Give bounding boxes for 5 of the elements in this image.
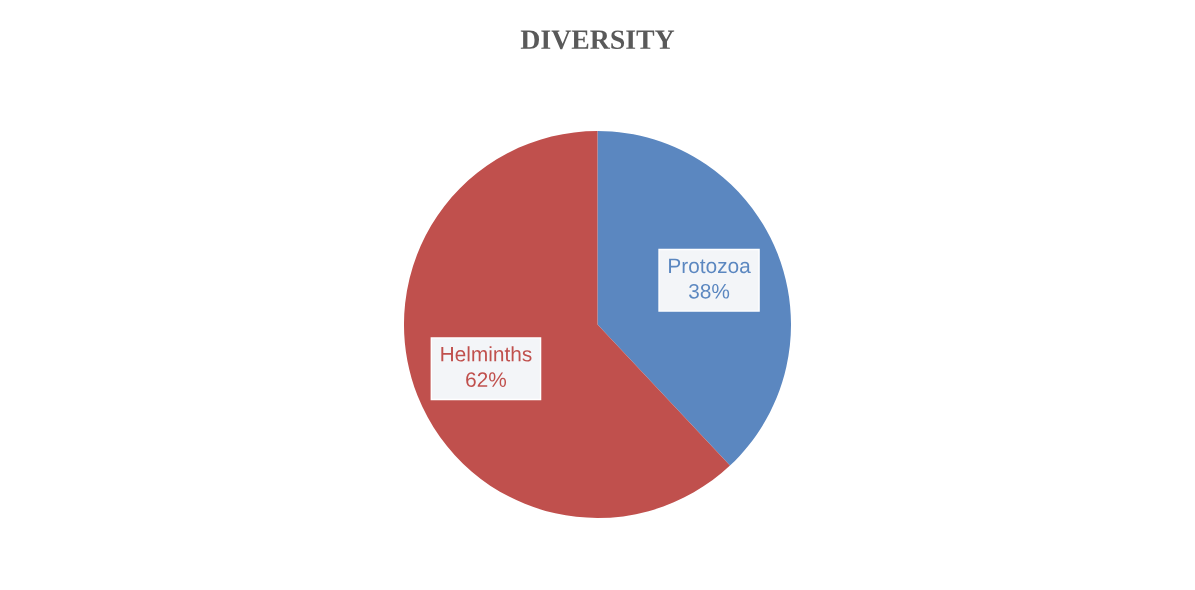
chart-title: DIVERSITY xyxy=(520,30,675,50)
data-label: 62% xyxy=(466,372,507,387)
slice-label: Protozoa xyxy=(669,258,751,274)
slice-label: Helminths xyxy=(441,346,532,362)
data-label: 38% xyxy=(689,283,730,299)
